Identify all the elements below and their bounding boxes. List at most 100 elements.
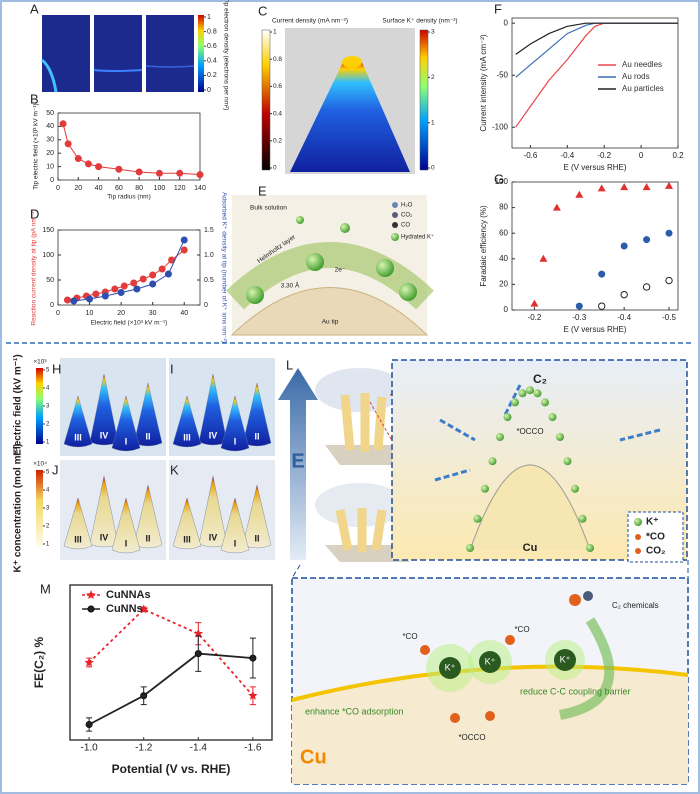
co-molecule [420, 645, 430, 655]
data-point [133, 285, 141, 293]
schematic-label: Bulk solution [250, 205, 287, 212]
y-tick-label: 20 [499, 280, 508, 289]
cone-label: II [254, 431, 259, 441]
panel-label: H [52, 361, 61, 376]
y-tick-label: 0 [504, 18, 509, 27]
k-ion [376, 259, 394, 277]
colorbar-tick-label: 2 [46, 524, 50, 530]
x-tick-label: -1.0 [80, 743, 98, 754]
data-point [115, 165, 123, 173]
data-point [87, 605, 95, 613]
cone [63, 497, 93, 550]
data-point [530, 299, 539, 307]
k-ion [511, 398, 519, 407]
k-ion [296, 216, 304, 224]
series-line [62, 123, 201, 176]
data-point [575, 302, 583, 310]
data-point [155, 169, 163, 177]
zoom-line [291, 564, 301, 579]
legend-icon [392, 222, 398, 228]
schematic-label: *OCCO [516, 427, 543, 436]
colorbar-tick-label: 1 [207, 14, 211, 21]
x-tick-label: -0.3 [572, 313, 586, 322]
panel-c-map [261, 28, 429, 174]
legend-icon [635, 534, 641, 540]
k-ion [548, 413, 557, 422]
panel-label: C [258, 3, 267, 18]
x-axis-label: Potential (V vs. RHE) [112, 762, 231, 776]
colorbar-tick-label: 0.8 [207, 28, 217, 35]
colorbar-label: K⁺ concentration (mol m⁻³) [13, 444, 24, 573]
series-line [88, 652, 253, 726]
colorbar-tick-label: 0 [431, 165, 435, 172]
data-point [86, 590, 96, 599]
colorbar [36, 470, 43, 546]
data-point [642, 183, 651, 191]
tip-contour [145, 65, 195, 68]
cu-tip [469, 464, 591, 551]
x-tick-label: 30 [149, 310, 157, 317]
data-point [665, 181, 674, 189]
tip-hotspot [342, 56, 362, 68]
schematic-label: *CO [402, 632, 417, 641]
schematic-label: Au tip [322, 319, 339, 326]
y-tick-label: 0 [50, 302, 54, 309]
data-point [140, 692, 148, 700]
cone-label: III [74, 534, 82, 544]
data-point [575, 190, 584, 198]
cone-label: III [74, 432, 82, 442]
k-ion [306, 253, 324, 271]
colorbar-tick-label: 3 [46, 404, 50, 410]
x-tick-label: 140 [194, 185, 206, 192]
schematic-label: Cu [300, 746, 327, 768]
data-point [63, 296, 71, 304]
y-tick-label: 100 [495, 177, 509, 186]
plot-frame [511, 17, 679, 149]
data-point [194, 650, 202, 658]
panel-a-maps [40, 15, 204, 93]
data-point [135, 168, 143, 176]
cone [63, 395, 93, 448]
data-point [95, 163, 103, 171]
cone [111, 497, 141, 554]
schematic-label: reduce C-C coupling barrier [520, 686, 631, 696]
data-point [120, 282, 128, 290]
y-tick-label: 40 [499, 254, 508, 263]
cone [172, 497, 202, 550]
colorbar-label: Current density (mA nm⁻²) [272, 18, 348, 25]
k-ion [246, 286, 264, 304]
cone-label: IV [100, 430, 109, 440]
au-tip [230, 287, 429, 336]
k-ion [481, 484, 489, 493]
x-tick-label: 0 [56, 310, 60, 317]
legend-icon [391, 233, 399, 241]
k-ion [586, 544, 594, 552]
cone-label: II [145, 533, 150, 543]
y-tick-label: 60 [499, 228, 508, 237]
colorbar-tick-label: 0 [273, 165, 277, 172]
schematic-label: K⁺ [560, 654, 571, 664]
y-axis-label: Reaction current density at tip (pA nm⁻²… [31, 209, 38, 325]
reaction-arrow [559, 617, 615, 720]
k-ion [571, 484, 579, 493]
schematic-label: Cu [523, 542, 538, 554]
x-axis-label: E (V versus RHE) [563, 325, 626, 334]
k-ion [541, 398, 549, 407]
legend-label: CO₂ [401, 213, 413, 219]
y-tick-label: -50 [496, 70, 508, 79]
y2-tick-label: 0 [204, 302, 208, 309]
tip-contour [93, 69, 143, 72]
field-label: E [291, 450, 304, 472]
colorbar-tick-label: 2 [46, 422, 50, 428]
y-tick-label: 0 [50, 177, 54, 184]
data-point [597, 184, 606, 192]
x-axis-label: E (V versus RHE) [563, 163, 626, 172]
y2-tick-label: 1.5 [204, 227, 214, 234]
legend-label: Au particles [622, 84, 664, 93]
data-point [138, 604, 149, 614]
y2-tick-label: 1.0 [204, 252, 214, 259]
colorbar [36, 368, 43, 444]
y-tick-label: 10 [46, 163, 54, 170]
x-tick-label: -0.2 [597, 151, 611, 160]
